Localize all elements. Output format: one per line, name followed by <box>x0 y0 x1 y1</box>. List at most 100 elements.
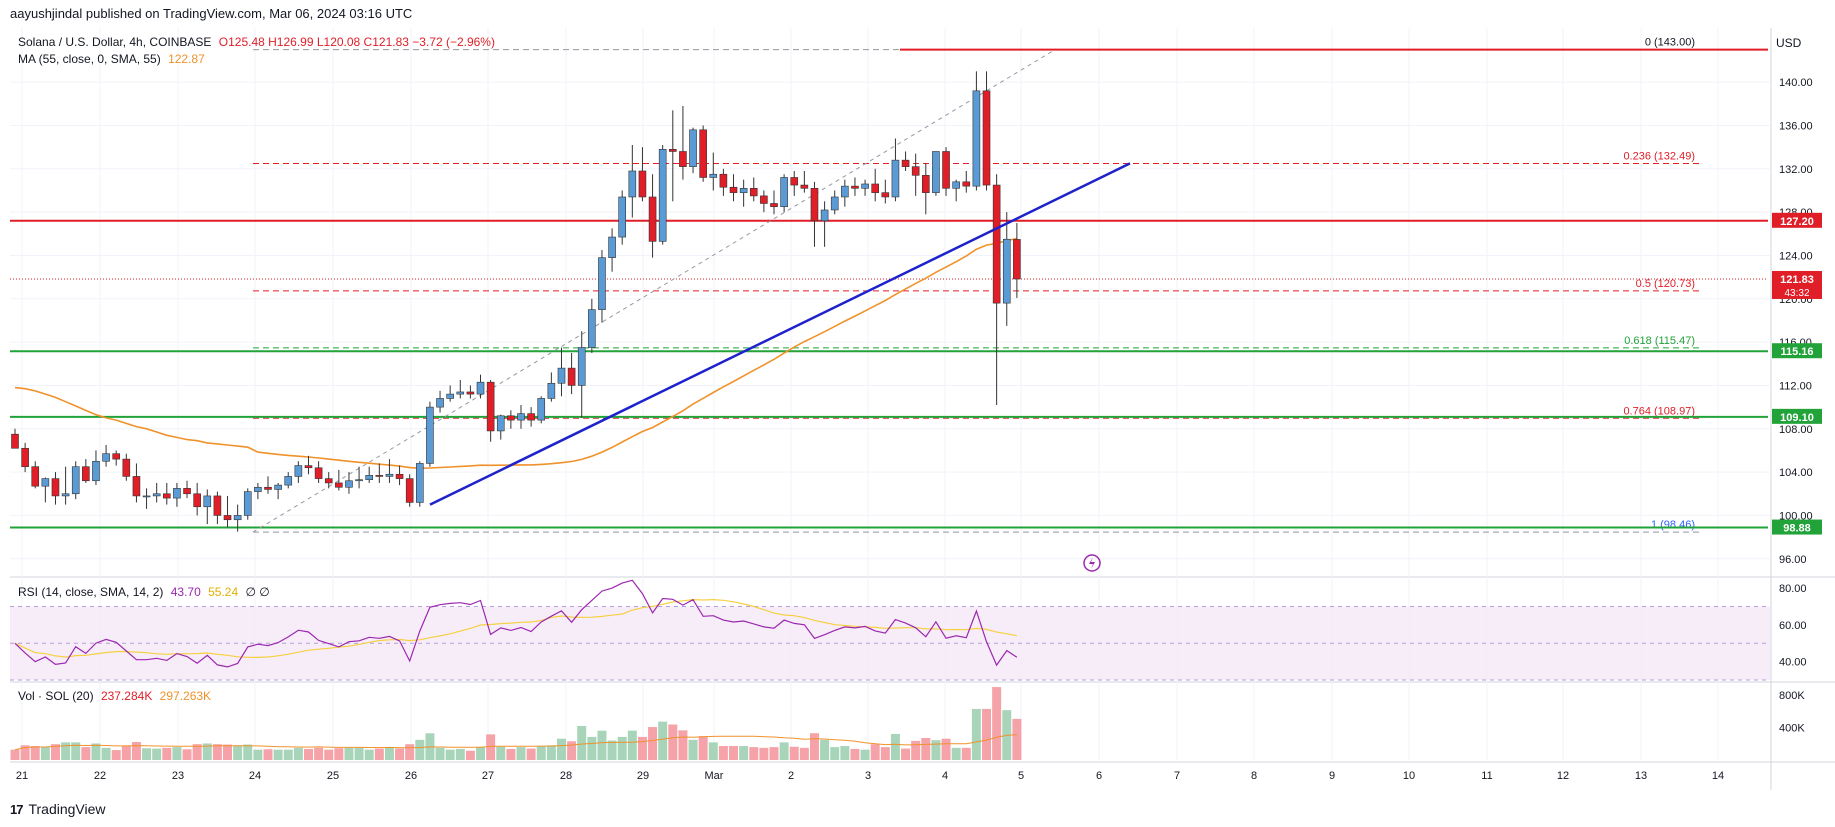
volume-bar <box>223 744 233 760</box>
volume-y-tick-label: 400K <box>1779 723 1805 735</box>
volume-bar <box>809 733 819 760</box>
candle <box>284 472 293 489</box>
candle-body <box>92 460 100 482</box>
candle-body <box>618 196 627 238</box>
volume-bar <box>516 747 526 760</box>
volume-bar <box>860 749 870 760</box>
candle <box>679 105 687 180</box>
volume-bar <box>941 738 951 760</box>
volume-bar <box>435 747 445 760</box>
candle-body <box>648 196 657 242</box>
volume-bar <box>1012 718 1022 760</box>
y-tick-label: 108.00 <box>1779 424 1813 436</box>
candle-body <box>537 398 546 421</box>
candle-body <box>304 465 313 469</box>
rsi-y-tick-label: 80.00 <box>1779 583 1807 595</box>
currency-label[interactable]: USD <box>1776 36 1802 50</box>
candle-body <box>577 347 586 386</box>
volume-bar <box>182 749 192 760</box>
candle <box>739 179 748 207</box>
candle-body <box>254 486 262 492</box>
candle-body <box>395 473 404 479</box>
candle-body <box>71 466 80 495</box>
rsi-line <box>14 579 1018 668</box>
candle <box>476 374 485 399</box>
candle-body <box>699 129 707 178</box>
volume-bar <box>556 738 566 760</box>
y-tick-label: 96.00 <box>1779 554 1807 566</box>
volume-bar <box>455 748 465 760</box>
candle <box>122 453 131 481</box>
price-tag-box <box>1772 343 1822 359</box>
candle-body <box>466 391 475 395</box>
rsi-label: RSI (14, close, SMA, 14, 2) <box>18 585 164 599</box>
x-tick-label: 12 <box>1557 770 1569 782</box>
volume-label: Vol · SOL (20) <box>18 689 94 703</box>
candle <box>851 177 859 196</box>
volume-bar <box>121 746 131 760</box>
candle <box>203 489 212 525</box>
candle <box>375 463 384 483</box>
candle <box>112 450 120 466</box>
candle <box>709 152 718 191</box>
candle-body <box>942 151 950 189</box>
volume-bar <box>243 744 253 760</box>
candle-body <box>962 181 971 187</box>
candle-body <box>851 185 859 189</box>
candle-body <box>891 159 900 198</box>
candle-body <box>719 173 728 188</box>
volume-bar <box>283 749 293 760</box>
candle <box>446 385 454 402</box>
candle <box>183 480 191 499</box>
candle <box>810 181 819 247</box>
candle-body <box>982 90 991 186</box>
ma-legend: MA (55, close, 0, SMA, 55) 122.87 <box>18 52 209 66</box>
candle <box>163 482 171 505</box>
candle <box>294 461 303 483</box>
candle <box>132 463 141 503</box>
candle-body <box>112 453 120 460</box>
x-tick-label: 14 <box>1712 770 1724 782</box>
volume-ma-line <box>14 734 1017 751</box>
candle-body <box>820 209 829 222</box>
candle-body <box>345 480 353 488</box>
candle <box>426 401 434 467</box>
tradingview-brand[interactable]: 17 TradingView <box>10 801 106 817</box>
candle <box>729 174 738 202</box>
candle <box>233 504 242 532</box>
candle-body <box>588 309 596 348</box>
candle-body <box>183 488 191 495</box>
candle-body <box>82 466 90 482</box>
candle-body <box>841 185 849 198</box>
volume-bar <box>374 748 384 760</box>
moving-average-line <box>14 237 1018 470</box>
rsi-legend: RSI (14, close, SMA, 14, 2) 43.70 55.24 … <box>18 585 274 599</box>
y-tick-label: 100.00 <box>1779 510 1813 522</box>
volume-bar <box>729 746 739 760</box>
candle <box>496 414 505 440</box>
volume-bar <box>921 737 931 760</box>
candle <box>415 461 424 507</box>
candle <box>527 407 535 427</box>
candle <box>770 190 778 215</box>
fib-level-label: 0.236 (132.49) <box>1623 151 1695 163</box>
candle <box>264 476 272 494</box>
candle <box>668 110 677 202</box>
candle-body <box>952 181 960 189</box>
volume-bar <box>273 749 283 760</box>
price-tag-box <box>1772 212 1822 228</box>
rsi-extra: ∅ ∅ <box>245 585 270 599</box>
candle <box>436 390 444 413</box>
candle <box>547 372 556 402</box>
volume-bar <box>749 747 759 760</box>
x-tick-label: 21 <box>16 770 28 782</box>
fib-level-label: 0 (143.00) <box>1645 37 1695 49</box>
candle-body <box>405 478 414 503</box>
price-tag-label: 98.88 <box>1783 523 1811 535</box>
candle <box>142 488 151 509</box>
candle <box>608 228 616 272</box>
candle <box>689 127 697 174</box>
volume-value: 237.284K <box>100 689 153 703</box>
